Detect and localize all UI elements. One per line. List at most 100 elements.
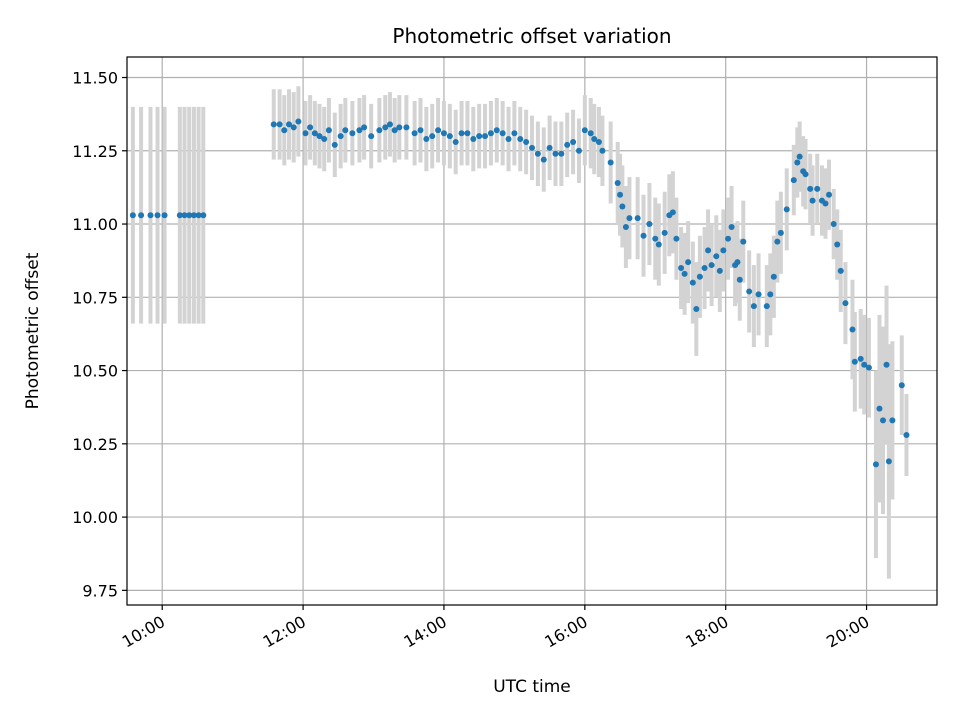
data-point [842, 300, 849, 307]
data-point [429, 133, 436, 140]
data-point [851, 358, 858, 365]
data-point [713, 253, 720, 260]
data-point [316, 133, 323, 140]
data-point [802, 171, 809, 178]
y-axis-label: Photometric offset [23, 252, 43, 409]
data-point [325, 127, 332, 134]
data-point [423, 136, 430, 143]
data-point [396, 124, 403, 131]
data-point [458, 130, 465, 137]
data-point [689, 279, 696, 286]
data-point [814, 185, 821, 192]
data-point [446, 133, 453, 140]
data-point [755, 291, 762, 298]
data-point [337, 133, 344, 140]
chart-title: Photometric offset variation [392, 24, 671, 48]
data-point [750, 303, 757, 310]
data-point [523, 138, 530, 145]
data-point [147, 212, 154, 219]
data-point [740, 238, 747, 245]
data-point [809, 197, 816, 204]
data-point [734, 259, 741, 266]
data-point [640, 232, 647, 239]
data-point [876, 405, 883, 412]
data-point [783, 206, 790, 213]
data-point [517, 136, 524, 143]
data-point [720, 247, 727, 254]
data-point [581, 127, 588, 134]
data-point [575, 147, 582, 154]
data-point [195, 212, 202, 219]
data-point [331, 141, 338, 148]
data-point [619, 203, 626, 210]
data-point [161, 212, 168, 219]
data-point [614, 180, 621, 187]
data-point [652, 235, 659, 242]
data-point [570, 138, 577, 145]
data-point [476, 133, 483, 140]
y-tick-label: 10.50 [72, 362, 118, 381]
data-points [129, 118, 910, 468]
data-point [386, 121, 393, 128]
data-point [655, 241, 662, 248]
data-point [661, 229, 668, 236]
data-point [746, 288, 753, 295]
data-point [885, 458, 892, 465]
data-point [587, 130, 594, 137]
data-point [558, 150, 565, 157]
data-point [470, 136, 477, 143]
data-point [728, 223, 735, 230]
data-point [138, 212, 145, 219]
data-point [889, 417, 896, 424]
data-point [767, 291, 774, 298]
data-point [270, 121, 277, 128]
data-point [693, 306, 700, 313]
data-point [696, 273, 703, 280]
data-point [186, 212, 193, 219]
y-tick-label: 11.50 [72, 69, 118, 88]
data-point [487, 130, 494, 137]
data-point [736, 276, 743, 283]
data-point [826, 191, 832, 198]
data-point [190, 212, 197, 219]
data-point [534, 150, 541, 157]
data-point [342, 127, 349, 134]
data-point [725, 235, 732, 242]
data-point [837, 267, 844, 274]
data-point [770, 273, 777, 280]
y-tick-label: 9.75 [82, 581, 118, 600]
y-tick-label: 10.25 [72, 435, 118, 454]
data-point [705, 247, 712, 254]
data-point [617, 191, 624, 198]
data-point [176, 212, 183, 219]
data-point [701, 264, 708, 271]
data-point [681, 270, 688, 277]
data-point [321, 136, 328, 143]
x-axis-label: UTC time [493, 677, 571, 697]
plot-frame [126, 56, 938, 606]
data-point [898, 382, 905, 389]
data-point [464, 130, 471, 137]
data-point [678, 264, 685, 271]
y-tick-label: 11.25 [72, 142, 118, 161]
data-point [295, 118, 302, 125]
data-point [552, 150, 559, 157]
data-point [763, 303, 770, 310]
data-point [411, 130, 418, 137]
data-point [356, 127, 363, 134]
data-point [880, 417, 886, 424]
data-point [435, 127, 442, 134]
data-point [634, 215, 641, 222]
data-point [861, 361, 868, 368]
data-point [286, 121, 292, 128]
data-point [830, 221, 837, 228]
data-point [591, 136, 598, 143]
data-point [200, 212, 207, 219]
data-point [865, 364, 872, 371]
y-tick-label: 11.00 [72, 215, 118, 234]
data-point [807, 185, 814, 192]
data-point [281, 127, 288, 134]
data-point [129, 212, 136, 219]
data-point [857, 355, 864, 362]
